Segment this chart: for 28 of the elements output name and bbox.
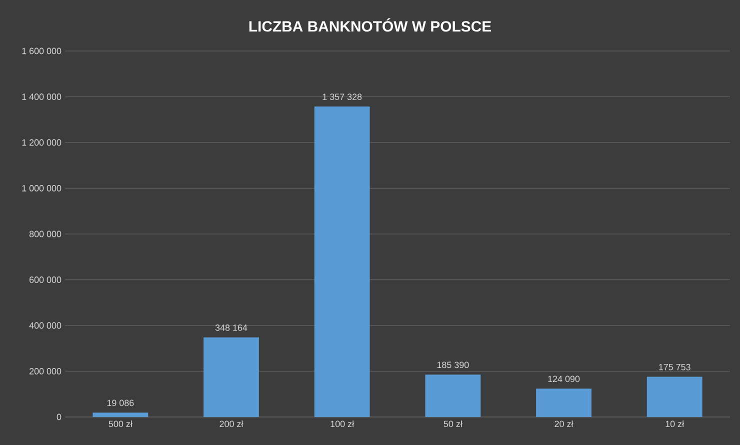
x-tick-label: 100 zł <box>330 420 354 428</box>
x-tick-label: 50 zł <box>444 420 462 428</box>
chart-title: LICZBA BANKNOTÓW W POLSCE <box>249 18 492 32</box>
y-tick-label: 1 600 000 <box>22 48 62 54</box>
y-tick-label: 0 <box>56 414 62 420</box>
bar <box>204 337 259 417</box>
y-tick-label: 200 000 <box>30 368 62 374</box>
x-tick-label: 10 zł <box>666 420 684 428</box>
y-tick-label: 600 000 <box>30 276 62 283</box>
y-tick-label: 1 400 000 <box>22 94 62 100</box>
bar <box>92 412 148 417</box>
y-tick-label: 1 000 000 <box>22 185 62 192</box>
bar <box>536 388 592 417</box>
bar <box>425 374 481 417</box>
data-label: 1 357 328 <box>322 94 362 100</box>
data-label: 124 090 <box>548 376 580 382</box>
data-label: 348 164 <box>215 324 248 331</box>
x-tick-label: 20 zł <box>554 420 574 428</box>
data-label: 19 086 <box>107 400 134 406</box>
data-label: 175 753 <box>659 364 690 370</box>
data-label: 185 390 <box>437 362 469 368</box>
bar <box>646 376 702 417</box>
y-tick-label: 800 000 <box>29 230 62 238</box>
x-tick-label: 500 zł <box>108 420 132 428</box>
y-tick-label: 400 000 <box>29 322 62 329</box>
y-tick-label: 1 200 000 <box>22 139 62 146</box>
bar <box>314 106 370 417</box>
x-tick-label: 200 zł <box>220 420 244 428</box>
